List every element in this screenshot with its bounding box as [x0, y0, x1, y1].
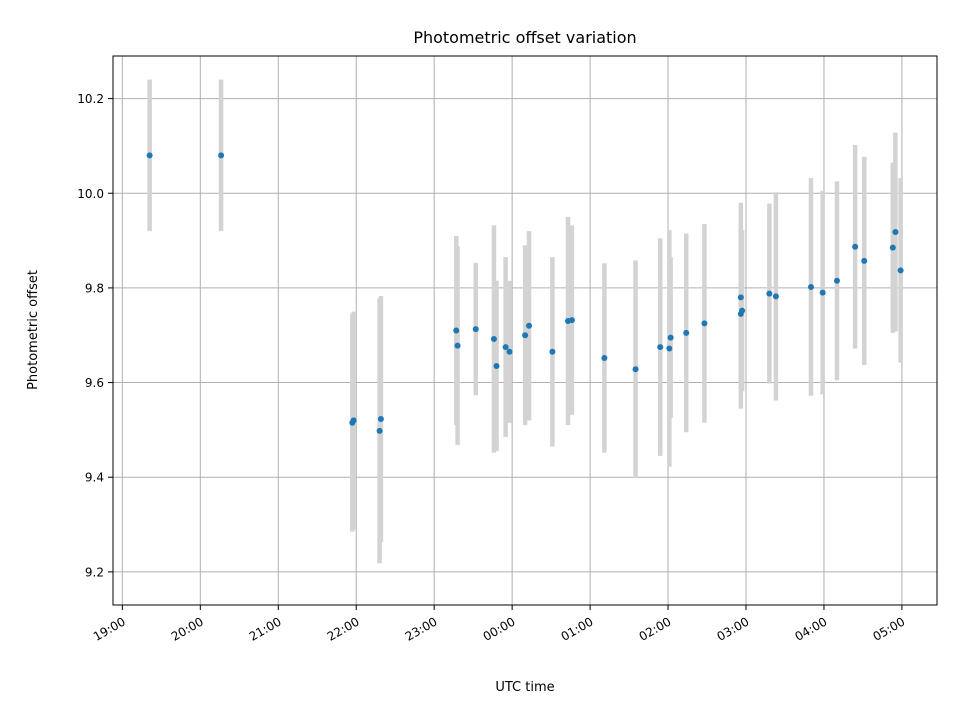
chart-title: Photometric offset variation: [413, 28, 636, 47]
data-point: [146, 152, 153, 159]
data-point: [897, 267, 904, 274]
data-point: [549, 348, 556, 355]
data-point: [218, 152, 225, 159]
data-point: [807, 283, 814, 290]
data-points: [146, 152, 904, 434]
data-point: [861, 257, 868, 264]
data-point: [667, 334, 674, 341]
y-tick-label: 9.8: [85, 281, 104, 295]
data-point: [490, 336, 497, 343]
data-point: [892, 229, 899, 236]
data-point: [526, 322, 533, 329]
data-point: [683, 329, 690, 336]
data-point: [493, 362, 500, 369]
data-point: [453, 327, 460, 334]
data-point: [472, 326, 479, 333]
y-tick-label: 9.6: [85, 376, 104, 390]
data-point: [819, 289, 826, 296]
data-point: [852, 243, 859, 250]
y-axis: 9.2 9.4 9.6 9.8 10.0 10.2: [77, 92, 113, 579]
data-point: [350, 417, 357, 424]
y-tick-label: 10.0: [77, 187, 104, 201]
plot-frame: [112, 55, 938, 606]
data-point: [377, 416, 384, 423]
data-point: [772, 293, 779, 300]
data-point: [502, 344, 509, 351]
data-point: [522, 332, 529, 339]
data-point: [666, 345, 673, 352]
data-point: [766, 290, 773, 297]
data-point: [889, 244, 896, 251]
data-point: [568, 317, 575, 324]
data-point: [376, 427, 383, 434]
y-axis-label: Photometric offset: [26, 270, 41, 390]
data-point: [701, 320, 708, 327]
data-point: [601, 354, 608, 361]
y-tick-label: 9.2: [85, 565, 104, 579]
y-tick-label: 10.2: [77, 92, 104, 106]
data-point: [632, 366, 639, 373]
data-point: [739, 307, 746, 314]
data-point: [454, 342, 461, 349]
data-point: [506, 348, 513, 355]
data-point: [657, 344, 664, 351]
data-point: [833, 277, 840, 284]
data-point: [737, 294, 744, 301]
y-tick-label: 9.4: [85, 471, 104, 485]
x-axis-label: UTC time: [495, 680, 554, 695]
